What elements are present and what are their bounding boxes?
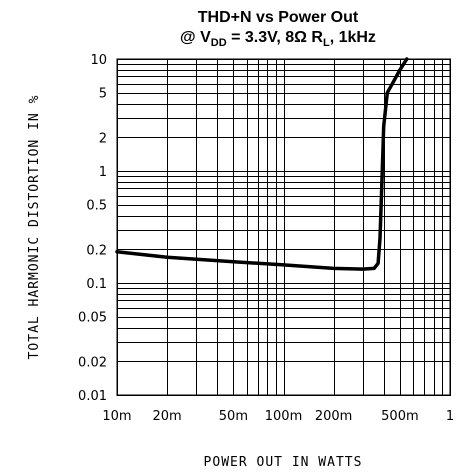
x-tick-label: 200m — [315, 409, 352, 424]
x-tick-label: 100m — [265, 409, 302, 424]
y-tick-label: 0.02 — [78, 355, 107, 370]
x-tick-label: 20m — [152, 409, 181, 424]
plot-frame — [116, 58, 451, 396]
x-tick-labels: 10m 20m 50m 100m 200m 500m 1 — [102, 409, 454, 424]
x-axis-label: POWER OUT IN WATTS — [204, 455, 363, 470]
y-axis-label: TOTAL HARMONIC DISTORTION IN % — [27, 95, 42, 360]
y-tick-labels: 10 5 2 1 0.5 0.2 0.1 0.05 0.02 0.01 — [78, 53, 107, 404]
y-tick-label: 0.05 — [78, 311, 107, 326]
x-tick-label: 50m — [219, 409, 248, 424]
y-tick-label: 0.1 — [86, 277, 107, 292]
y-tick-label: 2 — [99, 131, 107, 146]
y-tick-label: 1 — [99, 165, 107, 180]
y-tick-label: 10 — [90, 53, 107, 68]
x-tick-label: 1 — [446, 409, 454, 424]
chart-title-line1: THD+N vs Power Out — [198, 9, 359, 26]
y-tick-label: 5 — [99, 87, 107, 102]
y-tick-label: 0.2 — [86, 243, 107, 258]
series-layer — [115, 57, 409, 271]
y-tick-label: 0.01 — [78, 389, 107, 404]
grid — [117, 59, 450, 395]
x-tick-label: 500m — [381, 409, 418, 424]
x-tick-label: 10m — [102, 409, 131, 424]
chart-title-line2: @ VDD = 3.3V, 8Ω RL, 1kHz — [180, 29, 376, 49]
y-tick-label: 0.5 — [86, 199, 107, 214]
thd-curve — [115, 57, 409, 271]
